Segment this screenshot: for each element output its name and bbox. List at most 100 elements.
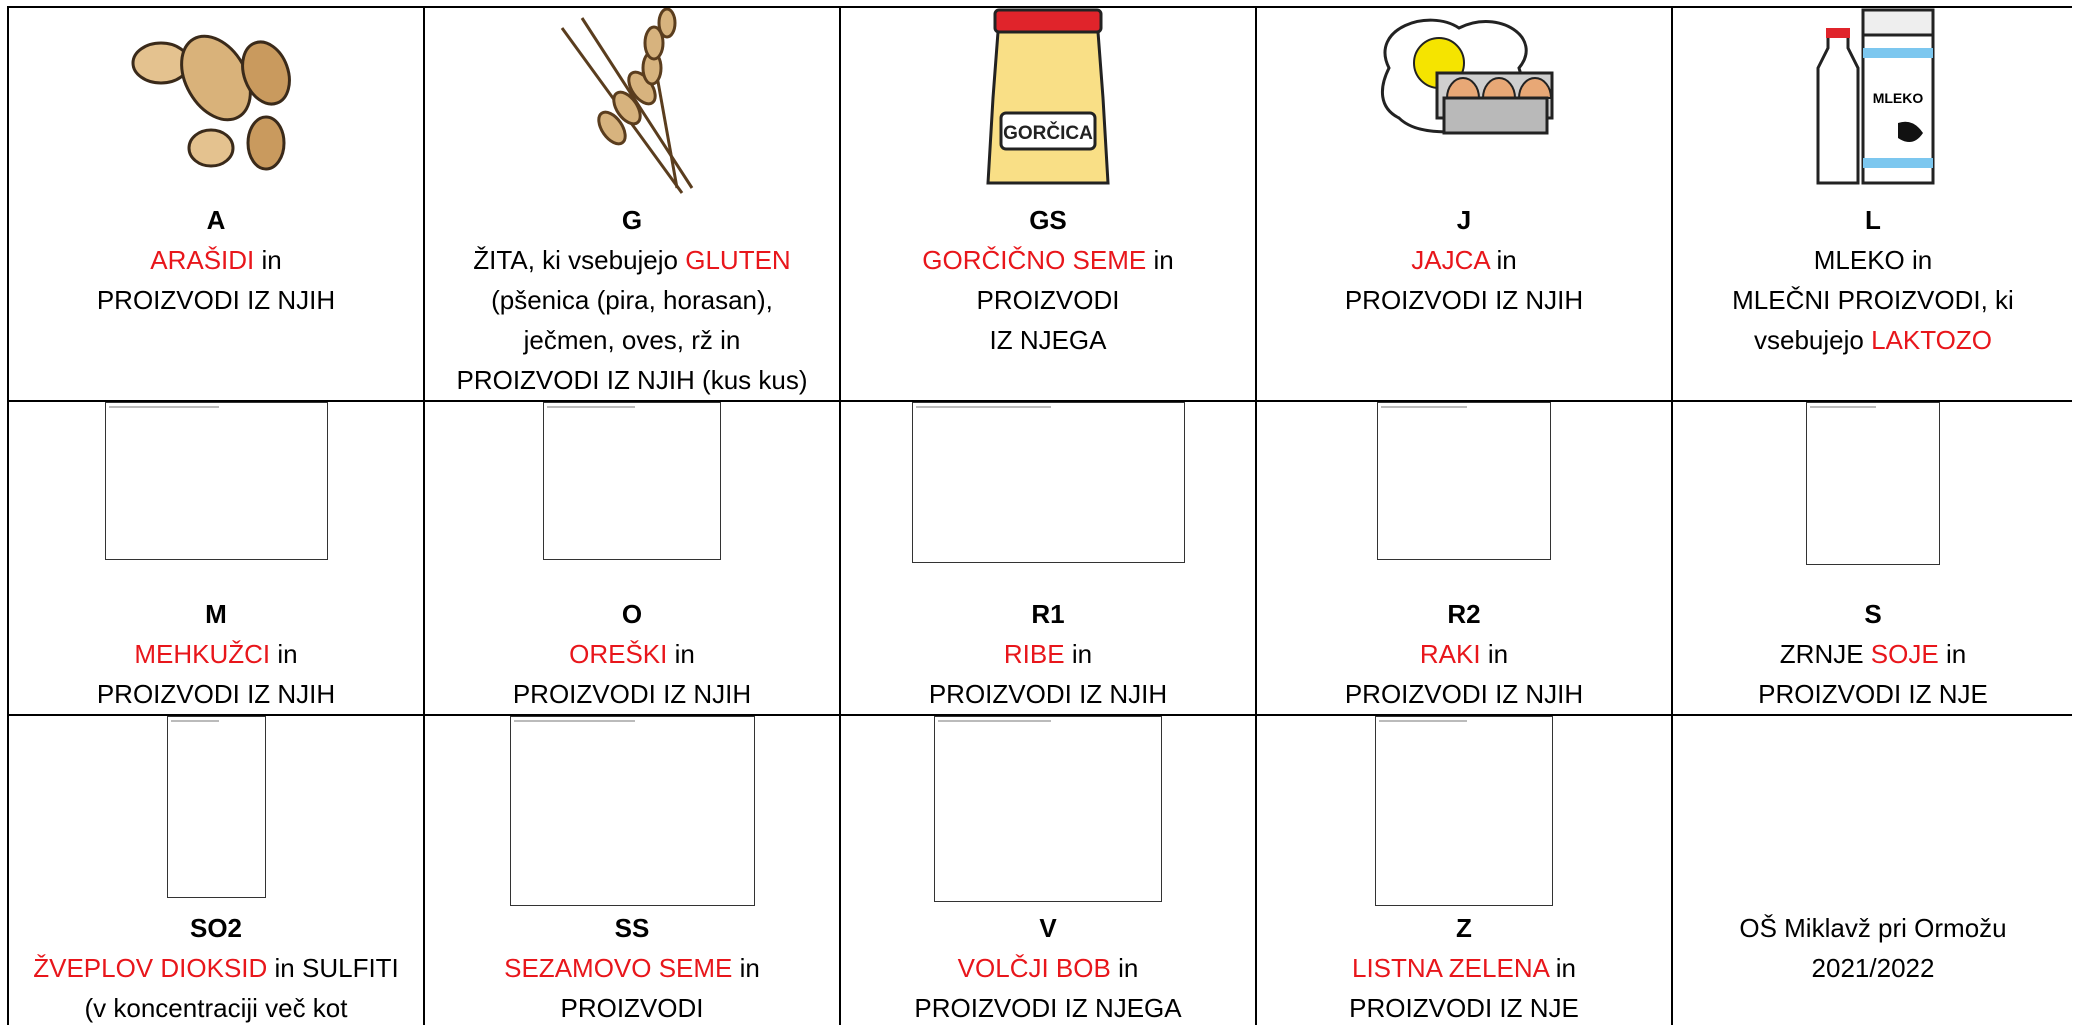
allergen-name: JAJCA [1411, 245, 1490, 275]
text-line: PROIZVODI [426, 988, 838, 1025]
text: (v koncentraciji več kot [84, 993, 348, 1023]
text: in [261, 245, 282, 275]
allergen-code: A [206, 205, 226, 235]
text-line: ječmen, oves, rž in [426, 320, 838, 360]
cell: M MEHKUŽCI in PROIZVODI IZ NJIH [7, 400, 425, 716]
text-line: SEZAMOVO SEME in [426, 948, 838, 988]
text-line: MEHKUŽCI in [10, 634, 422, 674]
image-placeholder [934, 717, 1162, 902]
allergen-code: GS [1029, 205, 1067, 235]
text: in [1118, 953, 1139, 983]
image-placeholder [911, 403, 1185, 563]
cell: V VOLČJI BOB in PROIZVODI IZ NJEGA [839, 714, 1257, 1025]
peanuts-icon [131, 34, 291, 171]
text: OŠ Miklavž pri Ormožu [1739, 913, 2007, 943]
image-placeholder [166, 717, 266, 898]
allergen-table: A ARAŠIDI in PROIZVODI IZ NJIH G ŽITA, ki v… [7, 6, 2072, 1025]
text-line: GORČIČNO SEME in [842, 240, 1254, 280]
cell: S ZRNJE SOJE in PROIZVODI IZ NJE [1671, 400, 2072, 716]
image-label: GORČICA [1003, 122, 1093, 144]
allergen-code: G [621, 205, 643, 235]
text-line: PROIZVODI IZ NJIH [842, 674, 1254, 713]
cell: Z LISTNA ZELENA in PROIZVODI IZ NJE [1255, 714, 1673, 1025]
text-line: PROIZVODI IZ NJE [1258, 988, 1670, 1025]
allergen-code: M [205, 599, 227, 629]
text-line: IZ NJEGA [842, 320, 1254, 360]
allergen-code: J [1456, 205, 1472, 235]
image-label: MLEKO [1873, 90, 1924, 106]
text: PROIZVODI IZ NJIH [1344, 285, 1584, 315]
text-line: MLEČNI PROIZVODI, ki [1674, 280, 2072, 320]
text: in [277, 639, 298, 669]
allergen-name: RAKI [1419, 639, 1481, 669]
text-line: PROIZVODI IZ NJIH [426, 674, 838, 713]
text: in [739, 953, 760, 983]
image-placeholder [543, 403, 721, 560]
allergen-name: LISTNA ZELENA [1351, 953, 1549, 983]
text-line: ZRNJE SOJE in [1674, 634, 2072, 674]
allergen-code: SS [614, 913, 650, 943]
text: PROIZVODI IZ NJIH [96, 285, 336, 315]
text: PROIZVODI IZ NJIH [928, 679, 1168, 709]
text-line: OŠ Miklavž pri Ormožu [1674, 908, 2072, 948]
eggs-icon [1380, 18, 1554, 135]
mustard-icon: GORČICA [986, 9, 1110, 185]
allergen-code: O [621, 599, 643, 629]
text-line: PROIZVODI IZ NJIH [10, 280, 422, 320]
text-line: (v koncentraciji več kot [10, 988, 422, 1025]
text: in [1496, 245, 1517, 275]
image-placeholder [1377, 403, 1551, 560]
text: MLEČNI PROIZVODI, ki [1732, 285, 2014, 315]
allergen-name: VOLČJI BOB [957, 953, 1111, 983]
cell: O OREŠKI in PROIZVODI IZ NJIH [423, 400, 841, 716]
cell: MLEKO L MLEKO in MLEČNI PROIZVODI, ki vsebuj… [1671, 6, 2072, 402]
allergen-name: GORČIČNO SEME [922, 245, 1147, 275]
text: MLEKO in [1813, 245, 1933, 275]
text: PROIZVODI [976, 285, 1120, 315]
allergen-code: S [1864, 599, 1882, 629]
text-line: JAJCA in [1258, 240, 1670, 280]
text: in [1945, 639, 1967, 669]
text-line: OREŠKI in [426, 634, 838, 674]
allergen-code: R1 [1031, 599, 1065, 629]
text: in [1071, 639, 1093, 669]
text: PROIZVODI IZ NJIH [1344, 679, 1584, 709]
text-line: MLEKO in [1674, 240, 2072, 280]
allergen-code: R2 [1447, 599, 1481, 629]
image-placeholder [509, 717, 755, 906]
allergen-name: GLUTEN [685, 245, 791, 275]
text: PROIZVODI IZ NJE [1758, 679, 1988, 709]
text-line: LISTNA ZELENA in [1258, 948, 1670, 988]
cell: J JAJCA in PROIZVODI IZ NJIH [1255, 6, 1673, 402]
allergen-code: V [1039, 913, 1057, 943]
text: IZ NJEGA [989, 325, 1107, 355]
text-line: (pšenica (pira, horasan), [426, 280, 838, 320]
allergen-name: SEZAMOVO SEME [504, 953, 733, 983]
text: ŽITA, ki vsebujejo [473, 245, 678, 275]
image-placeholder [1806, 403, 1940, 565]
text-line: 2021/2022 [1674, 948, 2072, 988]
allergen-code: Z [1456, 913, 1472, 943]
text-line: PROIZVODI [842, 280, 1254, 320]
image-placeholder [1375, 717, 1553, 906]
allergen-code: SO2 [189, 913, 243, 943]
cell: R2 RAKI in PROIZVODI IZ NJIH [1255, 400, 1673, 716]
cell: A ARAŠIDI in PROIZVODI IZ NJIH [7, 6, 425, 402]
allergen-name: ARAŠIDI [150, 245, 255, 275]
text-line: ŽVEPLOV DIOKSID in SULFITI [10, 948, 422, 988]
text: PROIZVODI [560, 993, 704, 1023]
text: in SULFITI [274, 953, 399, 983]
allergen-name: LAKTOZO [1871, 325, 1992, 355]
text: ječmen, oves, rž in [523, 325, 741, 355]
text: PROIZVODI IZ NJIH (kus kus) [456, 365, 808, 395]
allergen-name: SOJE [1870, 639, 1939, 669]
cell: GORČICA GS GORČIČNO SEME in PROIZVODI IZ NJE… [839, 6, 1257, 402]
allergen-code: L [1865, 205, 1881, 235]
text: in [1487, 639, 1509, 669]
text: PROIZVODI IZ NJIH [96, 679, 336, 709]
allergen-sheet: A ARAŠIDI in PROIZVODI IZ NJIH G ŽITA, ki v… [7, 6, 2072, 1025]
text-line: PROIZVODI IZ NJIH [1258, 674, 1670, 713]
text: ZRNJE [1779, 639, 1864, 669]
text-line: vsebujejo LAKTOZO [1674, 320, 2072, 360]
